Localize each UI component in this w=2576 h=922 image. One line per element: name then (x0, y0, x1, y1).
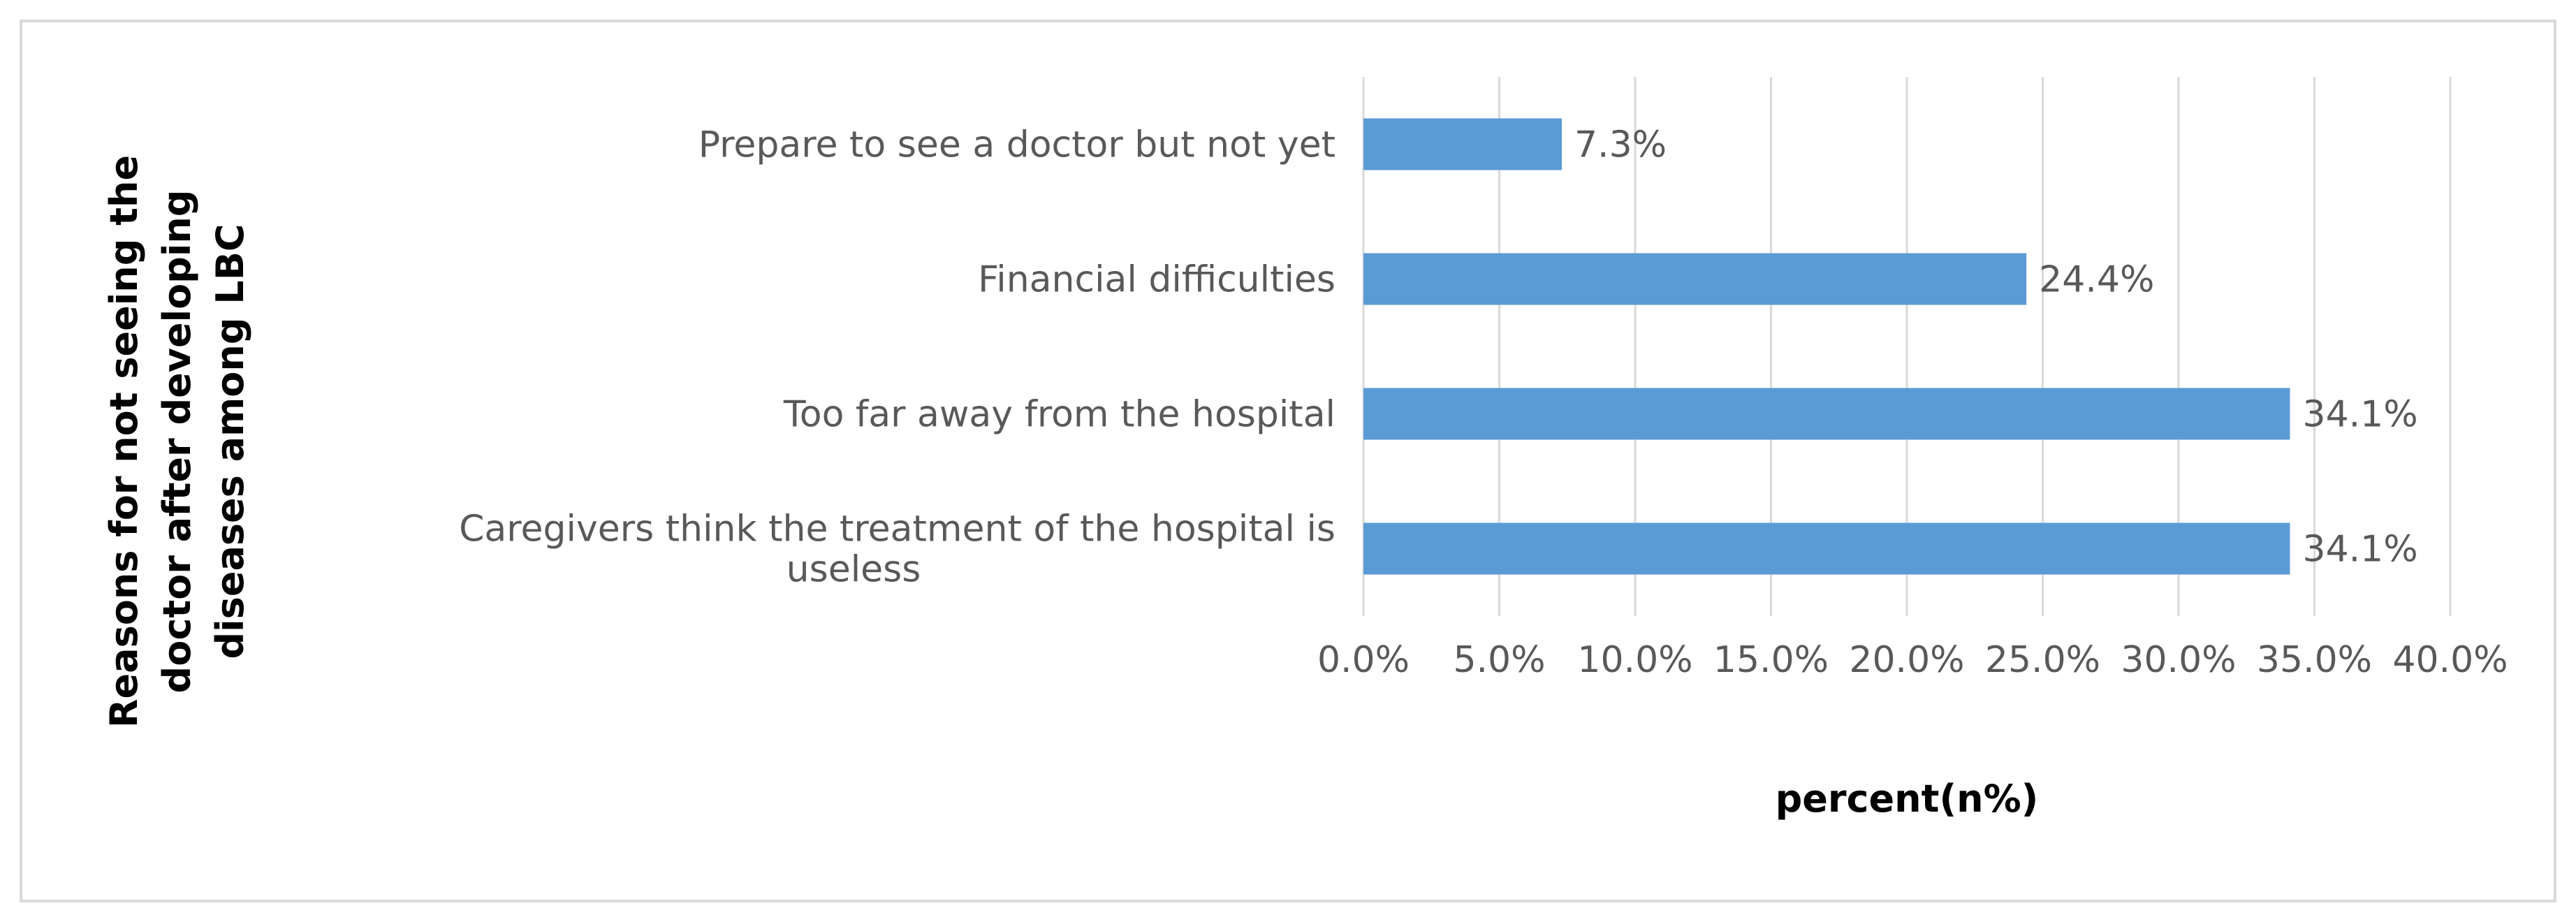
x-tick-label: 10.0% (1577, 639, 1692, 681)
data-label: 34.1% (2302, 394, 2417, 436)
category-labels: Prepare to see a doctor but not yet Finan… (459, 124, 1335, 591)
data-labels: 7.3% 24.4% 34.1% 34.1% (1574, 124, 2418, 571)
x-tick-label: 0.0% (1317, 639, 1410, 681)
category-label-line: Caregivers think the treatment of the ho… (459, 508, 1335, 550)
data-label: 34.1% (2302, 529, 2417, 571)
x-tick-label: 35.0% (2257, 639, 2372, 681)
category-label-line: Prepare to see a doctor but not yet (698, 124, 1335, 166)
category-label: Too far away from the hospital (783, 394, 1335, 436)
category-label-line: Financial difficulties (978, 259, 1335, 301)
x-tick-label: 40.0% (2392, 639, 2508, 681)
x-tick-label: 15.0% (1713, 639, 1829, 681)
data-label: 7.3% (1574, 124, 1667, 166)
y-axis-title-line: doctor after developing (155, 190, 199, 694)
bar-2 (1363, 388, 2290, 440)
category-label-line: useless (786, 549, 921, 591)
category-label: Prepare to see a doctor but not yet (698, 124, 1335, 166)
bar-0 (1363, 118, 1562, 170)
y-axis-title-line: diseases among LBC (208, 224, 252, 659)
category-label: Financial difficulties (978, 259, 1335, 301)
bar-chart: Prepare to see a doctor but not yet Finan… (102, 77, 2508, 821)
bar-1 (1363, 253, 2027, 305)
bars (1363, 118, 2290, 575)
y-axis-title-line: Reasons for not seeing the (102, 155, 146, 728)
x-tick-label: 5.0% (1453, 639, 1545, 681)
x-tick-label: 20.0% (1849, 639, 1964, 681)
x-tick-label: 25.0% (1985, 639, 2100, 681)
bar-3 (1363, 522, 2290, 575)
category-label: Caregivers think the treatment of the ho… (459, 508, 1335, 591)
x-tick-label: 30.0% (2121, 639, 2236, 681)
x-axis-title: percent(n%) (1776, 777, 2039, 821)
chart-frame: Prepare to see a doctor but not yet Finan… (20, 20, 2556, 902)
x-axis-ticks: 0.0% 5.0% 10.0% 15.0% 20.0% 25.0% 30.0% 35.0% 40… (1317, 639, 2508, 681)
data-label: 24.4% (2039, 259, 2154, 301)
y-axis-title: Reasons for not seeing the doctor after d… (102, 155, 252, 728)
category-label-line: Too far away from the hospital (783, 394, 1335, 436)
